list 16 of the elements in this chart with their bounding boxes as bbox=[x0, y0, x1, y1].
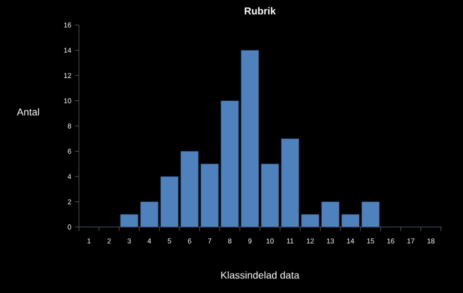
bar bbox=[260, 164, 280, 227]
bar bbox=[160, 176, 178, 227]
bar bbox=[281, 138, 300, 227]
bar bbox=[342, 214, 360, 227]
bar bbox=[200, 164, 219, 227]
bar bbox=[362, 202, 380, 227]
bar bbox=[301, 214, 320, 227]
bar bbox=[220, 100, 239, 227]
bar bbox=[240, 50, 259, 227]
bar bbox=[180, 151, 199, 227]
bar bbox=[140, 202, 158, 227]
x-axis-title: Klassindelad data bbox=[221, 271, 300, 279]
bar bbox=[120, 214, 138, 227]
bar bbox=[321, 202, 340, 227]
chart-title: Rubrik bbox=[244, 7, 276, 14]
y-axis-title: Antal bbox=[16, 108, 39, 116]
